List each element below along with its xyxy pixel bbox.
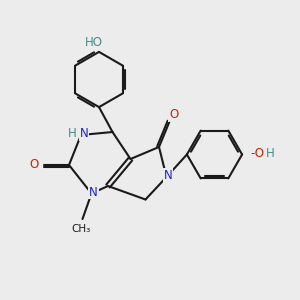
Text: HO: HO xyxy=(85,36,103,49)
Text: H: H xyxy=(68,127,76,140)
Text: N: N xyxy=(80,127,88,140)
Text: O: O xyxy=(169,108,178,122)
Text: -O: -O xyxy=(251,147,265,161)
Text: N: N xyxy=(89,185,98,199)
Text: CH₃: CH₃ xyxy=(71,224,91,234)
Text: O: O xyxy=(30,158,39,172)
Text: H: H xyxy=(266,147,275,161)
Text: N: N xyxy=(164,169,172,182)
